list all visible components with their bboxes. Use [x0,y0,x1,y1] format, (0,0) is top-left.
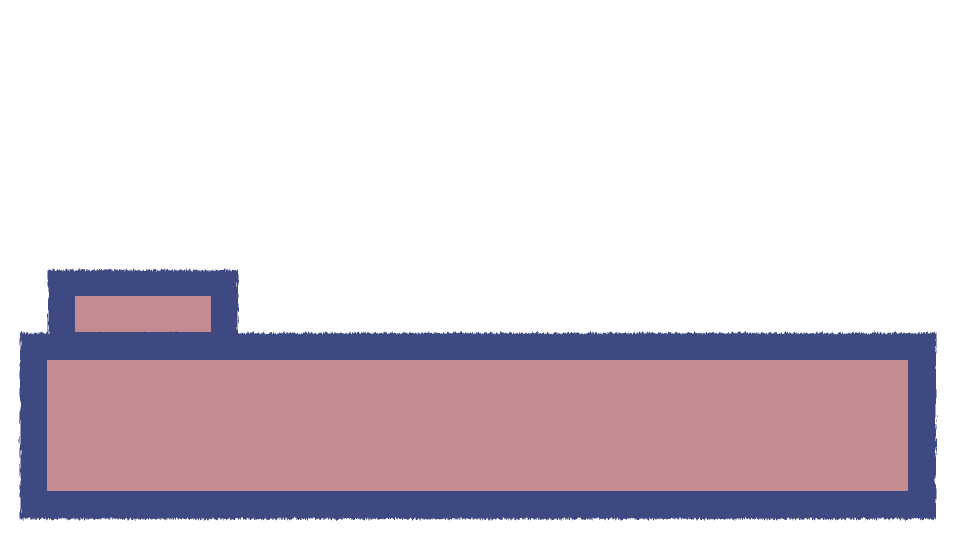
large-panel-fill [47,360,908,491]
large-panel-box [20,333,936,519]
small-tab-fill [75,296,211,332]
small-tab-box [48,270,238,334]
